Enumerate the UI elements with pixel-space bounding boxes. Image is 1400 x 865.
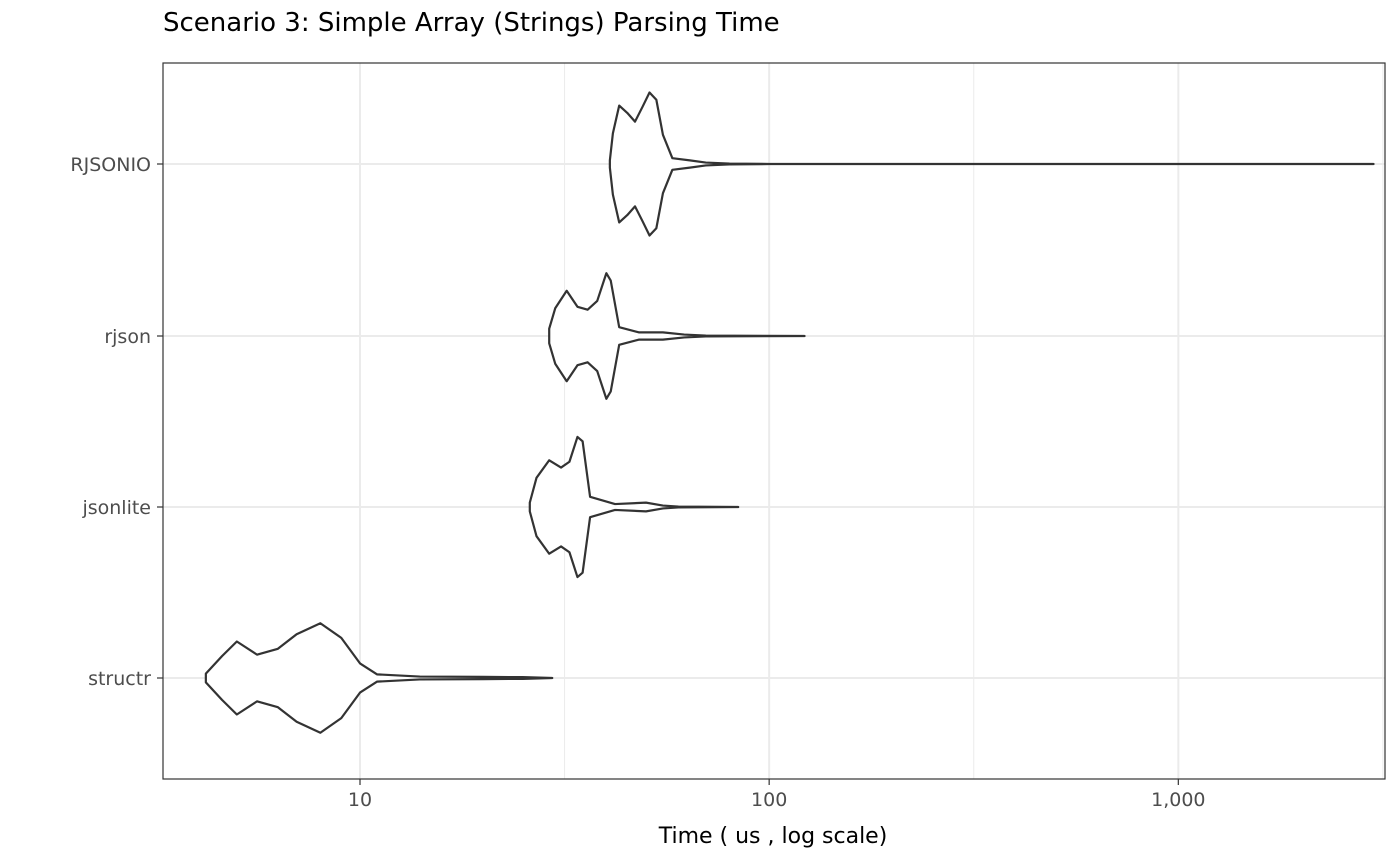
y-tick-label: jsonlite: [81, 497, 151, 519]
y-tick-label: structr: [88, 668, 151, 690]
violin-structr: [204, 622, 554, 734]
x-axis-title: Time ( us , log scale): [658, 824, 888, 849]
violins: [204, 91, 1375, 734]
x-axis: 10 100 1,000: [348, 779, 1206, 811]
x-tick-label: 10: [348, 789, 372, 811]
y-axis: RJSONIO rjson jsonlite structr: [70, 154, 163, 690]
x-tick-label: 100: [751, 789, 787, 811]
panel-border: [162, 62, 1386, 780]
violin-jsonlite: [528, 435, 740, 579]
chart-title: Scenario 3: Simple Array (Strings) Parsi…: [163, 8, 780, 38]
violin-RJSONIO: [608, 91, 1375, 237]
x-tick-label: 1,000: [1151, 789, 1205, 811]
y-tick-label: RJSONIO: [70, 154, 151, 176]
y-tick-label: rjson: [104, 326, 151, 348]
violin-rjson: [548, 272, 806, 400]
